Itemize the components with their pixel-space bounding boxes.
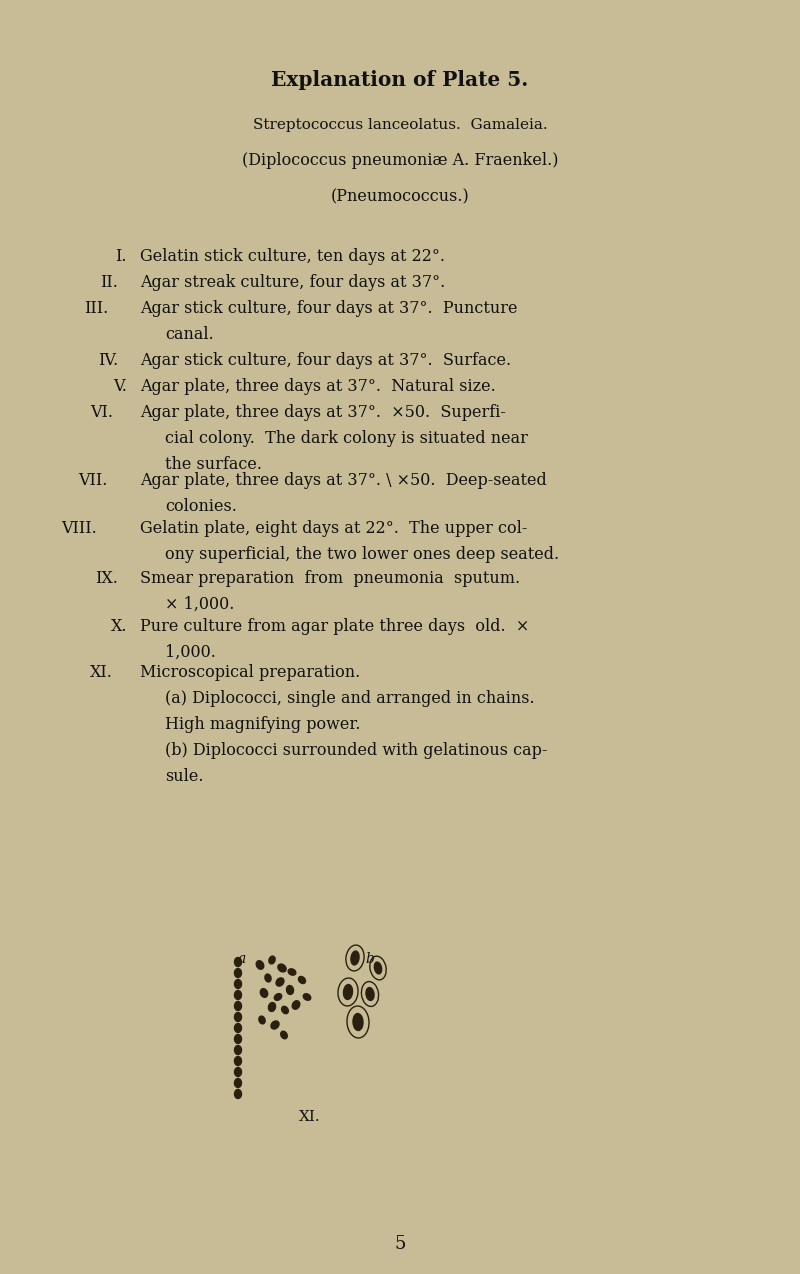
- Text: V.: V.: [113, 378, 127, 395]
- Ellipse shape: [343, 985, 353, 1000]
- Ellipse shape: [256, 961, 264, 970]
- Text: Agar plate, three days at 37°.  ×50.  Superfi-: Agar plate, three days at 37°. ×50. Supe…: [140, 404, 506, 420]
- Text: IX.: IX.: [95, 569, 118, 587]
- Text: colonies.: colonies.: [165, 498, 237, 515]
- Text: 1,000.: 1,000.: [165, 643, 216, 661]
- Text: Gelatin stick culture, ten days at 22°.: Gelatin stick culture, ten days at 22°.: [140, 248, 445, 265]
- Text: (b) Diplococci surrounded with gelatinous cap-: (b) Diplococci surrounded with gelatinou…: [165, 741, 547, 759]
- Ellipse shape: [288, 968, 296, 975]
- Text: III.: III.: [84, 299, 108, 317]
- Text: XI.: XI.: [299, 1110, 321, 1124]
- Text: b: b: [366, 952, 374, 966]
- Ellipse shape: [282, 1006, 288, 1014]
- Ellipse shape: [298, 976, 306, 984]
- Text: (a) Diplococci, single and arranged in chains.: (a) Diplococci, single and arranged in c…: [165, 691, 534, 707]
- Text: Agar streak culture, four days at 37°.: Agar streak culture, four days at 37°.: [140, 274, 446, 290]
- Text: Agar plate, three days at 37°. \ ×50.  Deep-seated: Agar plate, three days at 37°. \ ×50. De…: [140, 471, 546, 489]
- Text: (Pneumococcus.): (Pneumococcus.): [330, 189, 470, 205]
- Text: Explanation of Plate 5.: Explanation of Plate 5.: [271, 70, 529, 90]
- Text: Pure culture from agar plate three days  old.  ×: Pure culture from agar plate three days …: [140, 618, 530, 634]
- Text: IV.: IV.: [98, 352, 118, 369]
- Ellipse shape: [303, 994, 310, 1000]
- Ellipse shape: [353, 1014, 363, 1031]
- Text: VII.: VII.: [78, 471, 108, 489]
- Text: Agar plate, three days at 37°.  Natural size.: Agar plate, three days at 37°. Natural s…: [140, 378, 496, 395]
- Text: Smear preparation  from  pneumonia  sputum.: Smear preparation from pneumonia sputum.: [140, 569, 520, 587]
- Ellipse shape: [278, 964, 286, 972]
- Ellipse shape: [274, 994, 282, 1000]
- Ellipse shape: [292, 1001, 300, 1009]
- Text: the surface.: the surface.: [165, 456, 262, 473]
- Ellipse shape: [269, 956, 275, 964]
- Ellipse shape: [234, 1089, 242, 1098]
- Text: a: a: [238, 952, 246, 966]
- Ellipse shape: [260, 989, 268, 998]
- Ellipse shape: [269, 1003, 275, 1012]
- Ellipse shape: [234, 990, 242, 1000]
- Ellipse shape: [374, 962, 382, 973]
- Ellipse shape: [271, 1020, 279, 1029]
- Text: Microscopical preparation.: Microscopical preparation.: [140, 664, 360, 682]
- Text: High magnifying power.: High magnifying power.: [165, 716, 361, 733]
- Ellipse shape: [276, 978, 284, 986]
- Text: × 1,000.: × 1,000.: [165, 596, 234, 613]
- Ellipse shape: [234, 1079, 242, 1088]
- Ellipse shape: [234, 1023, 242, 1032]
- Text: II.: II.: [100, 274, 118, 290]
- Ellipse shape: [366, 987, 374, 1000]
- Text: sule.: sule.: [165, 768, 203, 785]
- Text: Gelatin plate, eight days at 22°.  The upper col-: Gelatin plate, eight days at 22°. The up…: [140, 520, 527, 538]
- Ellipse shape: [234, 1013, 242, 1022]
- Ellipse shape: [259, 1017, 265, 1024]
- Text: Agar stick culture, four days at 37°.  Surface.: Agar stick culture, four days at 37°. Su…: [140, 352, 511, 369]
- Text: I.: I.: [115, 248, 127, 265]
- Ellipse shape: [351, 952, 359, 964]
- Ellipse shape: [281, 1031, 287, 1038]
- Text: ony superficial, the two lower ones deep seated.: ony superficial, the two lower ones deep…: [165, 547, 559, 563]
- Ellipse shape: [234, 958, 242, 967]
- Text: Agar stick culture, four days at 37°.  Puncture: Agar stick culture, four days at 37°. Pu…: [140, 299, 518, 317]
- Ellipse shape: [234, 980, 242, 989]
- Text: cial colony.  The dark colony is situated near: cial colony. The dark colony is situated…: [165, 431, 528, 447]
- Text: 5: 5: [394, 1235, 406, 1254]
- Ellipse shape: [234, 968, 242, 977]
- Text: X.: X.: [110, 618, 127, 634]
- Ellipse shape: [234, 1001, 242, 1010]
- Ellipse shape: [234, 1068, 242, 1077]
- Text: XI.: XI.: [90, 664, 113, 682]
- Ellipse shape: [234, 1046, 242, 1055]
- Ellipse shape: [265, 975, 271, 982]
- Text: VIII.: VIII.: [62, 520, 97, 538]
- Ellipse shape: [286, 986, 294, 995]
- Text: (Diplococcus pneumoniæ A. Fraenkel.): (Diplococcus pneumoniæ A. Fraenkel.): [242, 152, 558, 169]
- Text: canal.: canal.: [165, 326, 214, 343]
- Text: Streptococcus lanceolatus.  Gamaleia.: Streptococcus lanceolatus. Gamaleia.: [253, 118, 547, 132]
- Ellipse shape: [234, 1056, 242, 1065]
- Text: VI.: VI.: [90, 404, 113, 420]
- Ellipse shape: [234, 1034, 242, 1043]
